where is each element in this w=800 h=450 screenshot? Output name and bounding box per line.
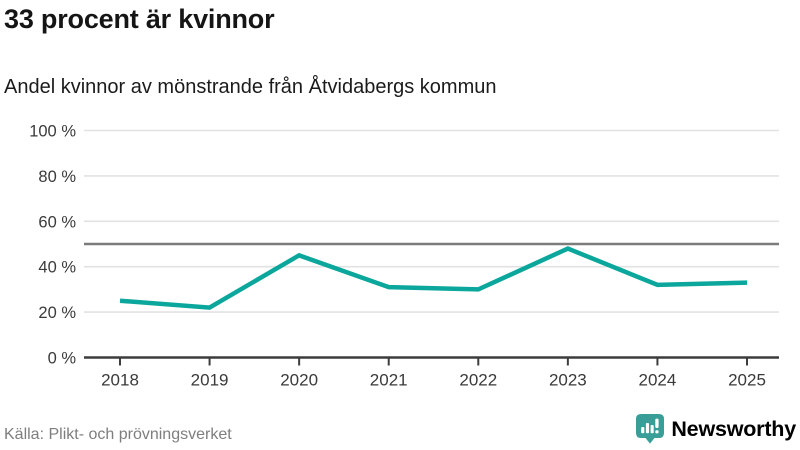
x-axis-tick-label: 2018 (101, 371, 139, 390)
y-axis-tick-label: 0 % (48, 350, 77, 368)
x-axis-tick-label: 2021 (370, 371, 408, 390)
newsworthy-bubble-chart-icon (636, 414, 665, 444)
y-axis-tick-label: 100 % (29, 123, 76, 141)
y-axis-tick-label: 20 % (38, 304, 76, 322)
data-series-line (119, 246, 748, 310)
x-axis-tick-label: 2025 (728, 371, 766, 390)
newsworthy-wordmark: Newsworthy (671, 416, 796, 441)
x-axis-tick-label: 2022 (459, 371, 497, 390)
page-title: 33 procent är kvinnor (4, 4, 275, 34)
x-axis-tick-label: 2023 (549, 371, 587, 390)
source-caption: Källa: Plikt- och prövningsverket (4, 426, 232, 443)
chart-subtitle: Andel kvinnor av mönstrande från Åtvidab… (4, 76, 497, 98)
y-axis-tick-label: 40 % (38, 259, 76, 277)
newsworthy-logo: Newsworthy (636, 414, 796, 444)
x-axis-tick-label: 2019 (191, 371, 229, 390)
x-axis-tick-label: 2020 (280, 371, 318, 390)
y-axis-tick-label: 80 % (38, 168, 76, 186)
x-axis-tick-label: 2024 (639, 371, 677, 390)
y-axis-tick-label: 60 % (38, 213, 76, 231)
